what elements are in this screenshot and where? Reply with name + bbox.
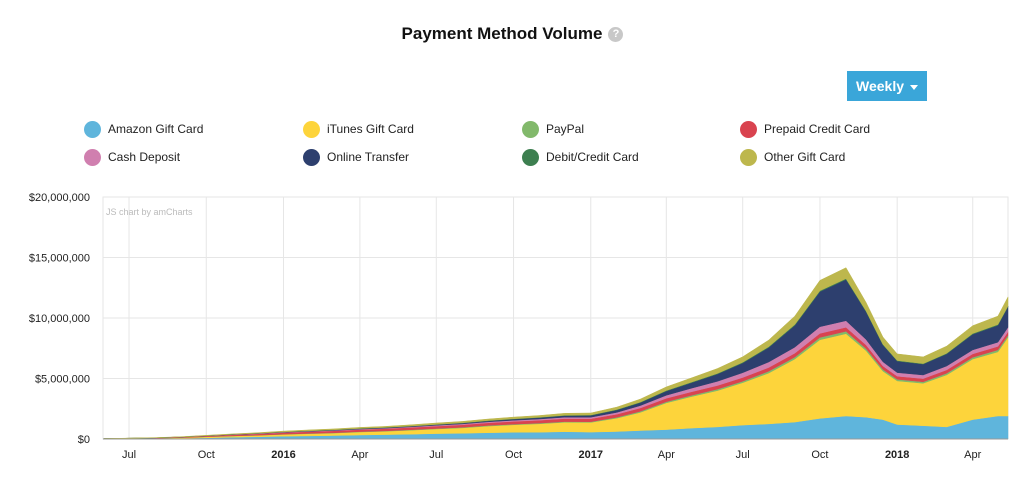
legend-marker [740,148,757,166]
legend-marker [303,120,320,138]
legend-marker [84,120,101,138]
legend-label: PayPal [546,122,585,136]
period-dropdown-button[interactable]: Weekly [847,71,927,101]
legend-item[interactable]: Amazon Gift Card [84,119,203,139]
legend-label: Cash Deposit [108,150,181,164]
chart-axes: $0 $5,000,000 $10,000,000 $15,000,000 $20,00… [29,192,1008,461]
x-tick-label: Apr [351,449,368,461]
chart-areas [103,267,1009,440]
y-tick-label: $5,000,000 [35,374,90,386]
legend-item[interactable]: PayPal [522,119,584,139]
legend-marker [740,120,757,138]
amcharts-watermark: JS chart by amCharts [106,207,193,217]
legend-item[interactable]: Other Gift Card [740,147,845,167]
caret-down-icon [910,84,918,90]
x-tick-label: 2018 [885,449,909,461]
x-tick-label: Jul [429,449,443,461]
area-series[interactable] [103,267,1009,439]
x-tick-label: 2017 [579,449,603,461]
chart-title: Payment Method Volume [401,24,603,43]
x-tick-label: Jul [122,449,136,461]
legend-label: Other Gift Card [764,150,846,164]
question-mark-icon[interactable]: ? [608,26,624,42]
legend-label: Debit/Credit Card [546,150,639,164]
legend-item[interactable]: Prepaid Credit Card [740,119,870,139]
legend-marker [522,120,539,138]
x-tick-label: Apr [964,449,981,461]
y-tick-label: $10,000,000 [29,313,90,325]
legend-marker [303,148,320,166]
legend-label: Online Transfer [327,150,410,164]
x-tick-label: 2016 [271,449,295,461]
legend-label: iTunes Gift Card [327,122,414,136]
y-tick-label: $20,000,000 [29,192,90,204]
legend-label: Prepaid Credit Card [764,122,871,136]
legend-item[interactable]: Cash Deposit [84,147,180,167]
legend-item[interactable]: Online Transfer [303,147,409,167]
x-tick-label: Oct [198,449,215,461]
legend-marker [84,148,101,166]
y-tick-label: $15,000,000 [29,253,90,265]
y-tick-label: $0 [78,434,90,446]
legend-item[interactable]: Debit/Credit Card [522,147,639,167]
legend-label: Amazon Gift Card [108,122,204,136]
x-tick-label: Apr [658,449,675,461]
x-tick-label: Jul [736,449,750,461]
x-tick-label: Oct [505,449,522,461]
period-dropdown-label: Weekly [856,78,904,94]
legend-item[interactable]: iTunes Gift Card [303,119,414,139]
chart-title-row: Payment Method Volume? [0,24,1025,44]
x-tick-label: Oct [811,449,828,461]
legend-marker [522,148,539,166]
